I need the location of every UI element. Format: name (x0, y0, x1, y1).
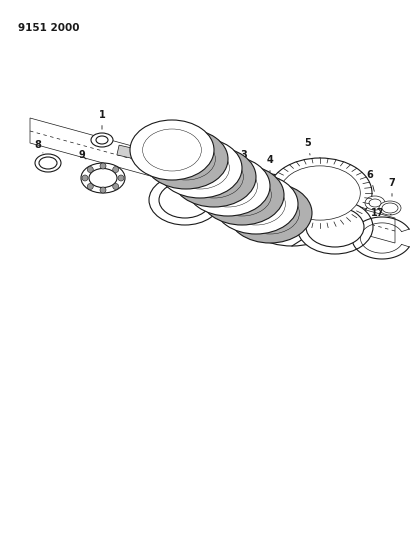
Ellipse shape (268, 158, 372, 228)
Ellipse shape (280, 166, 360, 220)
Text: 6: 6 (367, 170, 374, 191)
Ellipse shape (228, 183, 312, 243)
Ellipse shape (240, 176, 344, 246)
Ellipse shape (39, 157, 57, 169)
Ellipse shape (214, 174, 298, 234)
Ellipse shape (240, 192, 299, 234)
Ellipse shape (379, 201, 401, 215)
Ellipse shape (35, 154, 61, 172)
Ellipse shape (306, 207, 364, 247)
Text: 17: 17 (371, 208, 391, 218)
Text: 9: 9 (79, 150, 86, 160)
Ellipse shape (144, 129, 228, 189)
Ellipse shape (365, 196, 385, 210)
Ellipse shape (297, 200, 373, 254)
Ellipse shape (81, 163, 125, 193)
Text: 7: 7 (389, 178, 395, 196)
Ellipse shape (159, 182, 211, 218)
Ellipse shape (89, 168, 117, 188)
Text: 11: 11 (193, 129, 247, 190)
Ellipse shape (185, 156, 243, 198)
Ellipse shape (218, 172, 226, 178)
Text: 13: 13 (216, 147, 279, 196)
Ellipse shape (186, 156, 270, 216)
Text: 5: 5 (305, 138, 312, 155)
Ellipse shape (157, 138, 215, 180)
Ellipse shape (212, 174, 271, 216)
Ellipse shape (91, 133, 113, 147)
Text: 2: 2 (171, 123, 181, 155)
Text: 15: 15 (217, 211, 265, 240)
Text: 10: 10 (153, 168, 167, 178)
Ellipse shape (369, 199, 381, 207)
Circle shape (113, 166, 119, 173)
Polygon shape (117, 145, 219, 178)
Ellipse shape (149, 175, 221, 225)
Text: 3: 3 (240, 150, 247, 167)
Ellipse shape (199, 165, 257, 207)
Circle shape (118, 175, 124, 181)
Circle shape (113, 183, 119, 190)
Ellipse shape (143, 129, 201, 171)
Ellipse shape (254, 174, 286, 196)
Ellipse shape (96, 136, 108, 144)
Text: 12: 12 (202, 138, 265, 194)
Ellipse shape (382, 203, 398, 213)
Ellipse shape (172, 147, 256, 207)
Ellipse shape (130, 120, 214, 180)
Text: 4: 4 (267, 155, 273, 172)
Text: 14: 14 (245, 164, 303, 200)
Ellipse shape (260, 178, 280, 192)
Ellipse shape (200, 165, 284, 225)
Circle shape (87, 166, 93, 173)
Circle shape (87, 183, 93, 190)
Circle shape (100, 163, 106, 169)
Text: 1: 1 (99, 110, 105, 129)
Circle shape (100, 187, 106, 193)
Circle shape (82, 175, 88, 181)
Ellipse shape (236, 172, 260, 188)
Ellipse shape (158, 138, 242, 198)
Text: 16: 16 (323, 196, 337, 206)
Ellipse shape (226, 183, 285, 225)
Text: 9151 2000: 9151 2000 (18, 23, 79, 33)
Ellipse shape (171, 147, 229, 189)
Text: 8: 8 (35, 140, 43, 153)
Ellipse shape (215, 170, 229, 180)
Ellipse shape (241, 175, 255, 185)
Polygon shape (30, 118, 395, 243)
